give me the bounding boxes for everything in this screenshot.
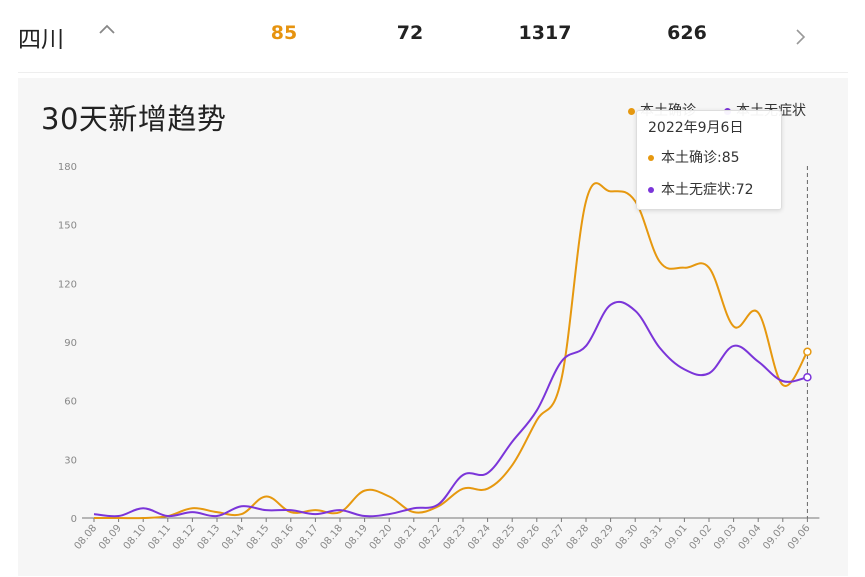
x-tick-label: 08.12	[171, 523, 198, 552]
x-tick-label: 08.31	[638, 523, 665, 552]
y-tick-label: 30	[64, 455, 77, 466]
x-tick-label: 08.25	[491, 523, 518, 552]
x-tick-label: 09.05	[761, 523, 788, 552]
chevron-right-icon[interactable]	[794, 28, 806, 46]
y-tick-label: 90	[64, 338, 77, 349]
x-tick-label: 08.18	[318, 523, 345, 552]
y-tick-label: 180	[58, 162, 77, 173]
stat-confirmed: 85	[270, 22, 298, 44]
series-line-confirmed	[94, 182, 809, 520]
point-asymptomatic	[803, 372, 812, 382]
province-row[interactable]	[18, 0, 848, 73]
x-tick-label: 08.27	[540, 523, 567, 552]
stat-asymptomatic: 72	[396, 22, 424, 44]
point-confirmed	[803, 347, 812, 357]
x-tick-label: 08.23	[441, 523, 468, 552]
x-tick-label: 08.21	[392, 523, 419, 552]
x-tick-label: 09.06	[786, 523, 813, 552]
chevron-up-icon[interactable]	[98, 22, 116, 36]
x-tick-label: 08.17	[294, 523, 321, 552]
chart-title: 30天新增趋势	[41, 102, 227, 136]
x-tick-label: 08.13	[195, 523, 222, 552]
province-name: 四川	[18, 27, 64, 53]
tooltip-row-asymptomatic: 本土无症状:72	[648, 179, 754, 199]
x-tick-label: 08.15	[245, 523, 272, 552]
tooltip-confirmed-text: 本土确诊:85	[661, 150, 740, 166]
tooltip-dot-icon	[648, 187, 654, 193]
series-line-asymptomatic	[93, 300, 808, 518]
x-tick-label: 08.20	[368, 523, 395, 552]
x-tick-label: 08.10	[122, 523, 149, 552]
y-tick-label: 150	[58, 221, 77, 232]
tooltip-asymptomatic-text: 本土无症状:72	[661, 182, 754, 198]
stat-current: 626	[667, 22, 707, 44]
x-tick-label: 08.24	[466, 523, 493, 552]
y-tick-label: 0	[71, 514, 77, 525]
legend-dot-icon	[628, 107, 635, 115]
x-tick-label: 08.30	[614, 523, 641, 552]
y-tick-label: 120	[58, 279, 77, 290]
tooltip-date: 2022年9月6日	[648, 120, 744, 136]
tooltip-row-confirmed: 本土确诊:85	[648, 147, 740, 167]
x-tick-label: 08.08	[72, 523, 99, 552]
x-tick-label: 09.02	[687, 523, 714, 552]
y-tick-label: 60	[64, 397, 77, 408]
x-tick-label: 08.26	[515, 523, 542, 552]
x-tick-label: 09.01	[663, 523, 690, 552]
tooltip-dot-icon	[648, 155, 654, 161]
x-tick-label: 08.16	[269, 523, 296, 552]
x-tick-label: 08.28	[564, 523, 591, 552]
x-tick-label: 09.04	[737, 523, 764, 552]
x-tick-label: 08.11	[146, 523, 173, 552]
x-tick-label: 08.09	[97, 523, 124, 552]
stat-total: 1317	[518, 22, 572, 44]
x-tick-label: 08.19	[343, 523, 370, 552]
x-tick-label: 08.22	[417, 523, 444, 552]
x-tick-label: 08.14	[220, 523, 247, 552]
x-tick-label: 08.29	[589, 523, 616, 552]
x-tick-label: 09.03	[712, 523, 739, 552]
chart-tooltip: 2022年9月6日 本土确诊:85 本土无症状:72	[636, 110, 782, 210]
